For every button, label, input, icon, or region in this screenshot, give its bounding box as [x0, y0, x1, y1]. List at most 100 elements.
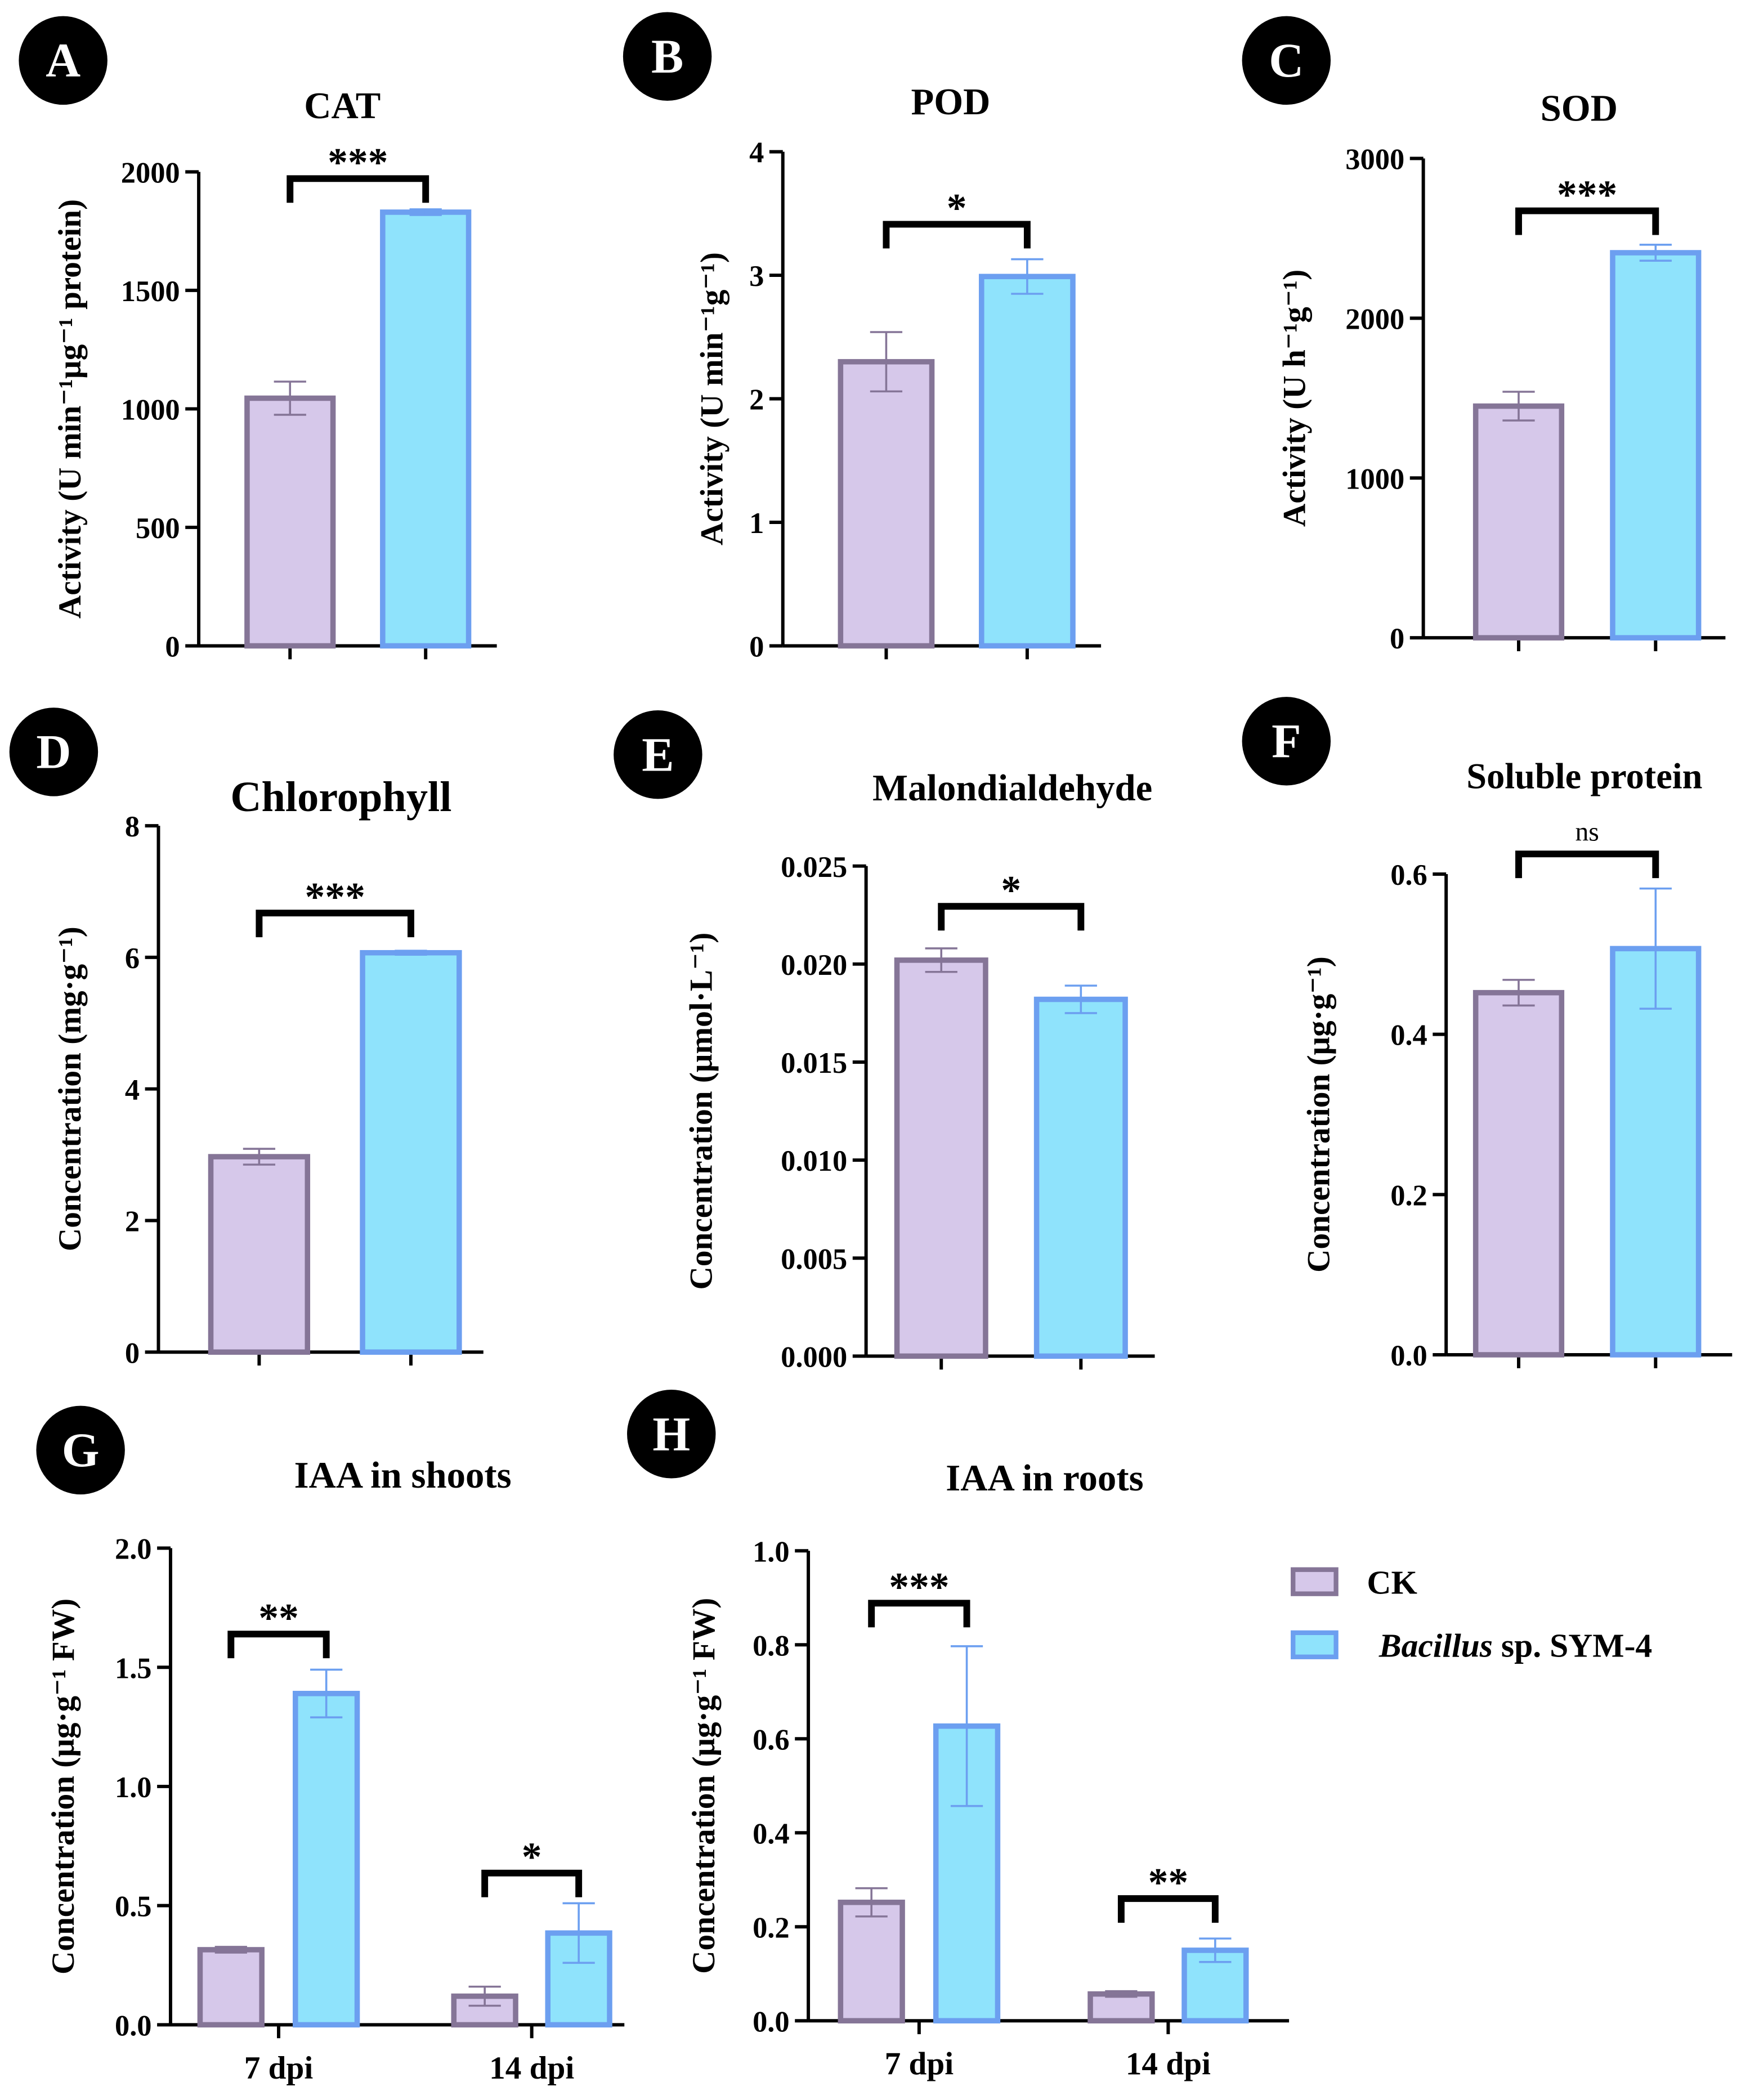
y-tick-label: 1000	[1345, 463, 1404, 495]
y-axis-label: Activity (U min⁻¹g⁻¹)	[694, 252, 729, 545]
panel-e: E Malondialdehyde Concentration (μmol·L⁻¹)…	[614, 710, 1155, 1373]
bar-bacillus	[1610, 946, 1702, 1358]
significance-label: ***	[1557, 173, 1617, 217]
bar-ck	[244, 395, 336, 649]
y-tick-label: 3000	[1345, 144, 1404, 176]
legend-label: CK	[1367, 1564, 1417, 1601]
y-tick-label: 0.0	[753, 2005, 790, 2038]
y-tick-label: 0	[125, 1337, 140, 1369]
bar-ck	[838, 1900, 905, 2023]
y-tick-label: 0.010	[781, 1145, 847, 1177]
y-tick-label: 0.4	[1390, 1019, 1427, 1052]
y-tick-label: 2	[749, 384, 764, 417]
x-tick-label: 14 dpi	[1126, 2047, 1211, 2082]
y-tick-label: 0.6	[753, 1723, 790, 1756]
significance-label: ***	[305, 875, 365, 919]
panel-letter: G	[62, 1423, 100, 1477]
significance-bracket	[883, 221, 1031, 249]
y-tick-label: 6	[125, 942, 140, 975]
chart-title: Malondialdehyde	[872, 767, 1152, 809]
y-tick-label: 0.0	[1390, 1340, 1427, 1372]
significance-label: ns	[1575, 817, 1599, 847]
legend: CK Bacillus sp. SYM-4	[1291, 1564, 1652, 1664]
panel-b: B POD Activity (U min⁻¹g⁻¹) 0 1 2 3 4 *	[623, 12, 1102, 664]
y-tick-label: 0.2	[1390, 1179, 1427, 1212]
chart-title: Chlorophyll	[230, 773, 451, 821]
y-tick-label: 1.0	[115, 1771, 152, 1804]
y-tick-label: 1.5	[115, 1652, 152, 1685]
y-tick-label: 0.0	[115, 2009, 152, 2042]
legend-swatch	[1291, 1567, 1339, 1596]
bar-bacillus	[360, 950, 462, 1355]
x-tick-label: 14 dpi	[489, 2050, 574, 2086]
legend-label-rest: sp. SYM-4	[1493, 1627, 1652, 1664]
legend-item: Bacillus sp. SYM-4	[1291, 1627, 1652, 1664]
significance-bracket	[481, 1869, 583, 1897]
bar-ck	[208, 1154, 311, 1355]
significance-bracket	[256, 910, 414, 938]
bar-bacillus	[293, 1691, 360, 2028]
panel-letter-badge	[627, 1390, 716, 1479]
y-tick-label: 3	[749, 260, 764, 293]
panel-letter: H	[652, 1407, 690, 1461]
y-tick-label: 2000	[1345, 303, 1404, 335]
chart-title: IAA in roots	[946, 1457, 1143, 1499]
chart-title: SOD	[1541, 88, 1618, 129]
significance-bracket	[1117, 1895, 1219, 1923]
panel-letter: B	[651, 29, 683, 83]
bar-ck	[197, 1947, 265, 2028]
panel-g: G IAA in shoots Concentration (μg·g⁻¹ FW) 0…	[36, 1405, 625, 2086]
chart-title: CAT	[304, 85, 381, 127]
significance-bracket	[868, 1600, 970, 1628]
significance-label: *	[947, 186, 967, 231]
y-axis-label: Concentration (μg·g⁻¹ FW)	[46, 1598, 81, 1974]
panel-h: H IAA in roots Concentration (μg·g⁻¹ FW) 0.…	[627, 1390, 1290, 2082]
significance-label: **	[258, 1596, 299, 1640]
y-axis-label: Concentration (μmol·L⁻¹)	[683, 933, 719, 1290]
y-tick-label: 0.6	[1390, 859, 1427, 892]
x-tick-label: 7 dpi	[885, 2047, 954, 2082]
legend-label-italic: Bacillus	[1378, 1627, 1493, 1664]
bar-bacillus	[1033, 996, 1128, 1359]
panel-letter: E	[642, 727, 674, 781]
significance-label: ***	[889, 1565, 949, 1610]
y-tick-label: 0.2	[753, 1911, 790, 1944]
panel-letter-badge	[36, 1405, 125, 1495]
chart-title: IAA in shoots	[294, 1454, 512, 1496]
y-tick-label: 500	[136, 512, 180, 545]
significance-label: **	[1148, 1860, 1189, 1905]
significance-bracket	[287, 175, 429, 203]
y-tick-label: 0.8	[753, 1629, 790, 1662]
panel-d: D Chlorophyll Concentration (mg·g⁻¹) 0 2 4 6 8 *…	[9, 708, 484, 1369]
y-tick-label: 1.0	[753, 1535, 790, 1568]
y-tick-label: 0	[1390, 623, 1404, 655]
panel-letter: A	[46, 33, 80, 87]
panel-letter: D	[36, 725, 71, 779]
y-tick-label: 1500	[121, 275, 180, 308]
y-tick-label: 2	[125, 1206, 140, 1238]
y-tick-label: 0.020	[781, 949, 847, 982]
bar-ck	[1472, 989, 1565, 1358]
y-tick-label: 2000	[121, 156, 180, 189]
significance-label: ***	[328, 141, 388, 185]
panel-letter-badge	[19, 16, 108, 105]
y-tick-label: 0.015	[781, 1047, 847, 1080]
y-axis-label: Activity (U min⁻¹µg⁻¹ protein)	[52, 199, 88, 619]
panel-letter-badge	[1242, 697, 1331, 786]
legend-swatch	[1291, 1630, 1339, 1659]
panel-letter-badge	[614, 710, 702, 799]
y-axis-label: Concentration (μg·g⁻¹)	[1301, 956, 1337, 1273]
y-tick-label: 0	[749, 631, 764, 664]
significance-bracket	[227, 1631, 330, 1659]
y-tick-label: 0.025	[781, 851, 847, 884]
y-axis-label: Concentration (mg·g⁻¹)	[52, 926, 88, 1251]
y-tick-label: 0.5	[115, 1891, 152, 1923]
y-tick-label: 1000	[121, 394, 180, 427]
x-tick-label: 7 dpi	[244, 2050, 314, 2086]
panel-letter-badge	[9, 708, 99, 796]
bar-ck	[838, 359, 935, 649]
panel-f: F Soluble protein Concentration (μg·g⁻¹) 0.…	[1242, 697, 1733, 1372]
bar-bacillus	[979, 274, 1076, 649]
panel-letter-badge	[1242, 16, 1331, 105]
